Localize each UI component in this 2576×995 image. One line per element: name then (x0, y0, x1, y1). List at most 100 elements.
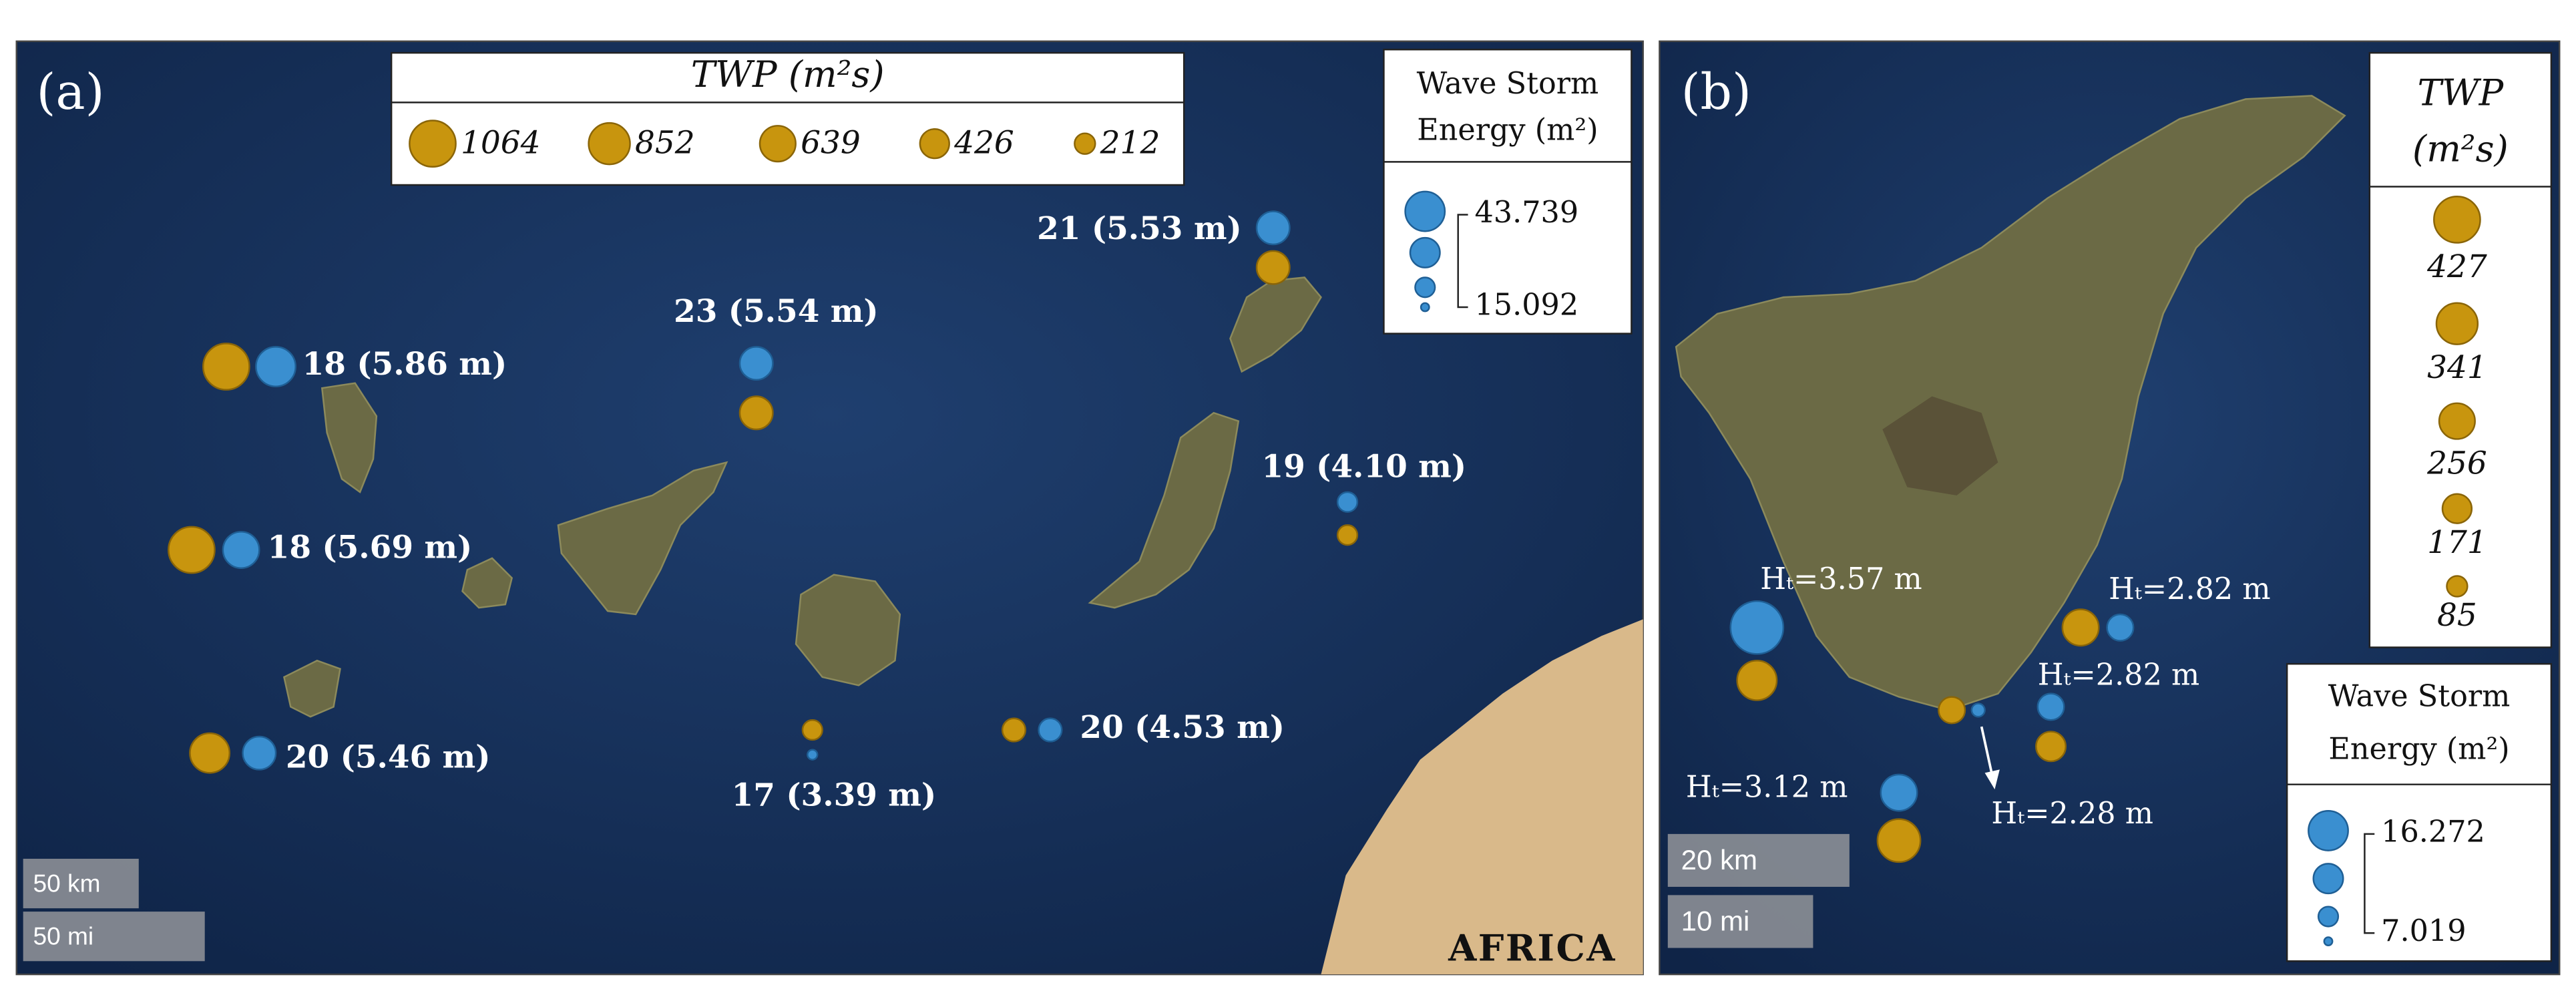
point-label: Hₜ=3.57 m (1760, 562, 1922, 596)
energy-circle (2317, 906, 2340, 928)
africa (1321, 619, 1643, 975)
twp-legend-a (390, 51, 1185, 186)
twp-circle (1001, 717, 1027, 743)
point-label: 23 (5.54 m) (674, 293, 879, 330)
energy-circle (2312, 863, 2344, 895)
point-label: 20 (5.46 m) (286, 739, 491, 776)
twp-circle (759, 125, 797, 163)
point-label: 21 (5.53 m) (1037, 210, 1242, 247)
point-label: 20 (4.53 m) (1080, 709, 1285, 746)
twp-circle (409, 120, 457, 168)
legend-title: Wave Storm (2328, 680, 2511, 714)
twp-circle (2446, 575, 2468, 598)
scale-label: 50 mi (33, 922, 93, 950)
legend-title: (m²s) (2412, 128, 2509, 170)
arrow (1980, 726, 1994, 780)
twp-circle (1074, 132, 1096, 155)
point-label: Hₜ=2.82 m (2109, 572, 2271, 606)
arrowhead (1984, 769, 2000, 790)
panel-label: (a) (36, 63, 104, 121)
legend-value: 85 (2437, 597, 2477, 634)
scale-bar (1667, 895, 1813, 948)
twp-circle (801, 719, 823, 741)
twp-circle (2435, 302, 2479, 345)
legend-value: 171 (2427, 524, 2487, 561)
twp-circle (1736, 659, 1778, 701)
scale-bar (23, 912, 205, 962)
legend-value: 639 (801, 125, 861, 162)
energy-circle (1409, 236, 1441, 268)
legend-value: 1064 (461, 125, 541, 162)
map-a (15, 40, 1644, 976)
legend-bracket (1457, 214, 1468, 309)
twp-circle (189, 732, 231, 774)
legend-value: 7.019 (2381, 914, 2466, 948)
energy-circle (1420, 302, 1430, 313)
legend-value: 852 (635, 125, 695, 162)
legend-title: Energy (m²) (1417, 113, 1598, 147)
energy-circle (1038, 717, 1063, 743)
legend-value: 426 (953, 125, 1014, 162)
twp-circle (2035, 731, 2067, 763)
twp-circle (919, 128, 950, 160)
energy-circle (1414, 276, 1436, 298)
scale-bar (1667, 833, 1850, 887)
legend-value: 341 (2427, 349, 2487, 386)
legend-value: 43.739 (1474, 196, 1578, 230)
tenerife (1675, 95, 2346, 711)
scale-label: 10 mi (1681, 906, 1750, 937)
twp-circle (2438, 402, 2476, 440)
energy-circle (2323, 936, 2334, 947)
energy-circle (1336, 491, 1359, 513)
point-label: 19 (4.10 m) (1261, 448, 1466, 485)
twp-circle (2061, 608, 2100, 647)
point-label: Hₜ=3.12 m (1686, 771, 1848, 805)
energy-circle (1880, 773, 1918, 812)
legend-title: TWP (m²s) (691, 53, 885, 95)
legend-bracket (2364, 833, 2375, 934)
legend-value: 212 (1100, 125, 1160, 162)
energy-circle (807, 749, 819, 761)
point-label: 18 (5.69 m) (268, 530, 473, 566)
panel-label: (b) (1681, 63, 1751, 121)
legend-value: 16.272 (2381, 815, 2485, 849)
energy-circle (255, 346, 296, 387)
energy-circle (1404, 190, 1446, 232)
scale-label: 50 km (33, 869, 100, 897)
twp-circle (2441, 493, 2473, 524)
teide (1882, 396, 1998, 495)
point-label: 17 (3.39 m) (732, 777, 937, 813)
twp-circle (2433, 196, 2481, 244)
twp-circle (1876, 818, 1922, 863)
energy-circle (2036, 692, 2065, 721)
twp-circle (1255, 250, 1291, 285)
energy-circle (222, 531, 260, 569)
legend-value: 427 (2426, 248, 2487, 285)
energy-circle (242, 735, 277, 771)
legend-value: 15.092 (1474, 288, 1578, 322)
energy-circle (2308, 810, 2349, 851)
energy-circle (738, 346, 774, 381)
twp-legend-b (2368, 51, 2553, 648)
legend-value: 256 (2426, 445, 2487, 481)
twp-circle (588, 122, 631, 166)
twp-circle (738, 395, 774, 431)
energy-circle (1970, 703, 1986, 718)
region-label: AFRICA (1448, 927, 1617, 970)
islands-a (282, 276, 1322, 718)
energy-circle (1729, 600, 1785, 655)
point-label: 18 (5.86 m) (302, 346, 507, 383)
twp-circle (1938, 696, 1966, 725)
legend-title: TWP (2417, 71, 2504, 114)
legend-title: Wave Storm (1417, 67, 1599, 101)
twp-circle (202, 343, 250, 391)
legend-title: Energy (m²) (2328, 733, 2509, 767)
scale-bar (23, 858, 139, 909)
energy-circle (1255, 210, 1291, 246)
scale-label: 20 km (1681, 844, 1757, 875)
energy-circle (2106, 613, 2135, 642)
point-label: Hₜ=2.82 m (2038, 658, 2200, 692)
twp-circle (168, 526, 216, 574)
point-label: Hₜ=2.28 m (1991, 797, 2153, 831)
